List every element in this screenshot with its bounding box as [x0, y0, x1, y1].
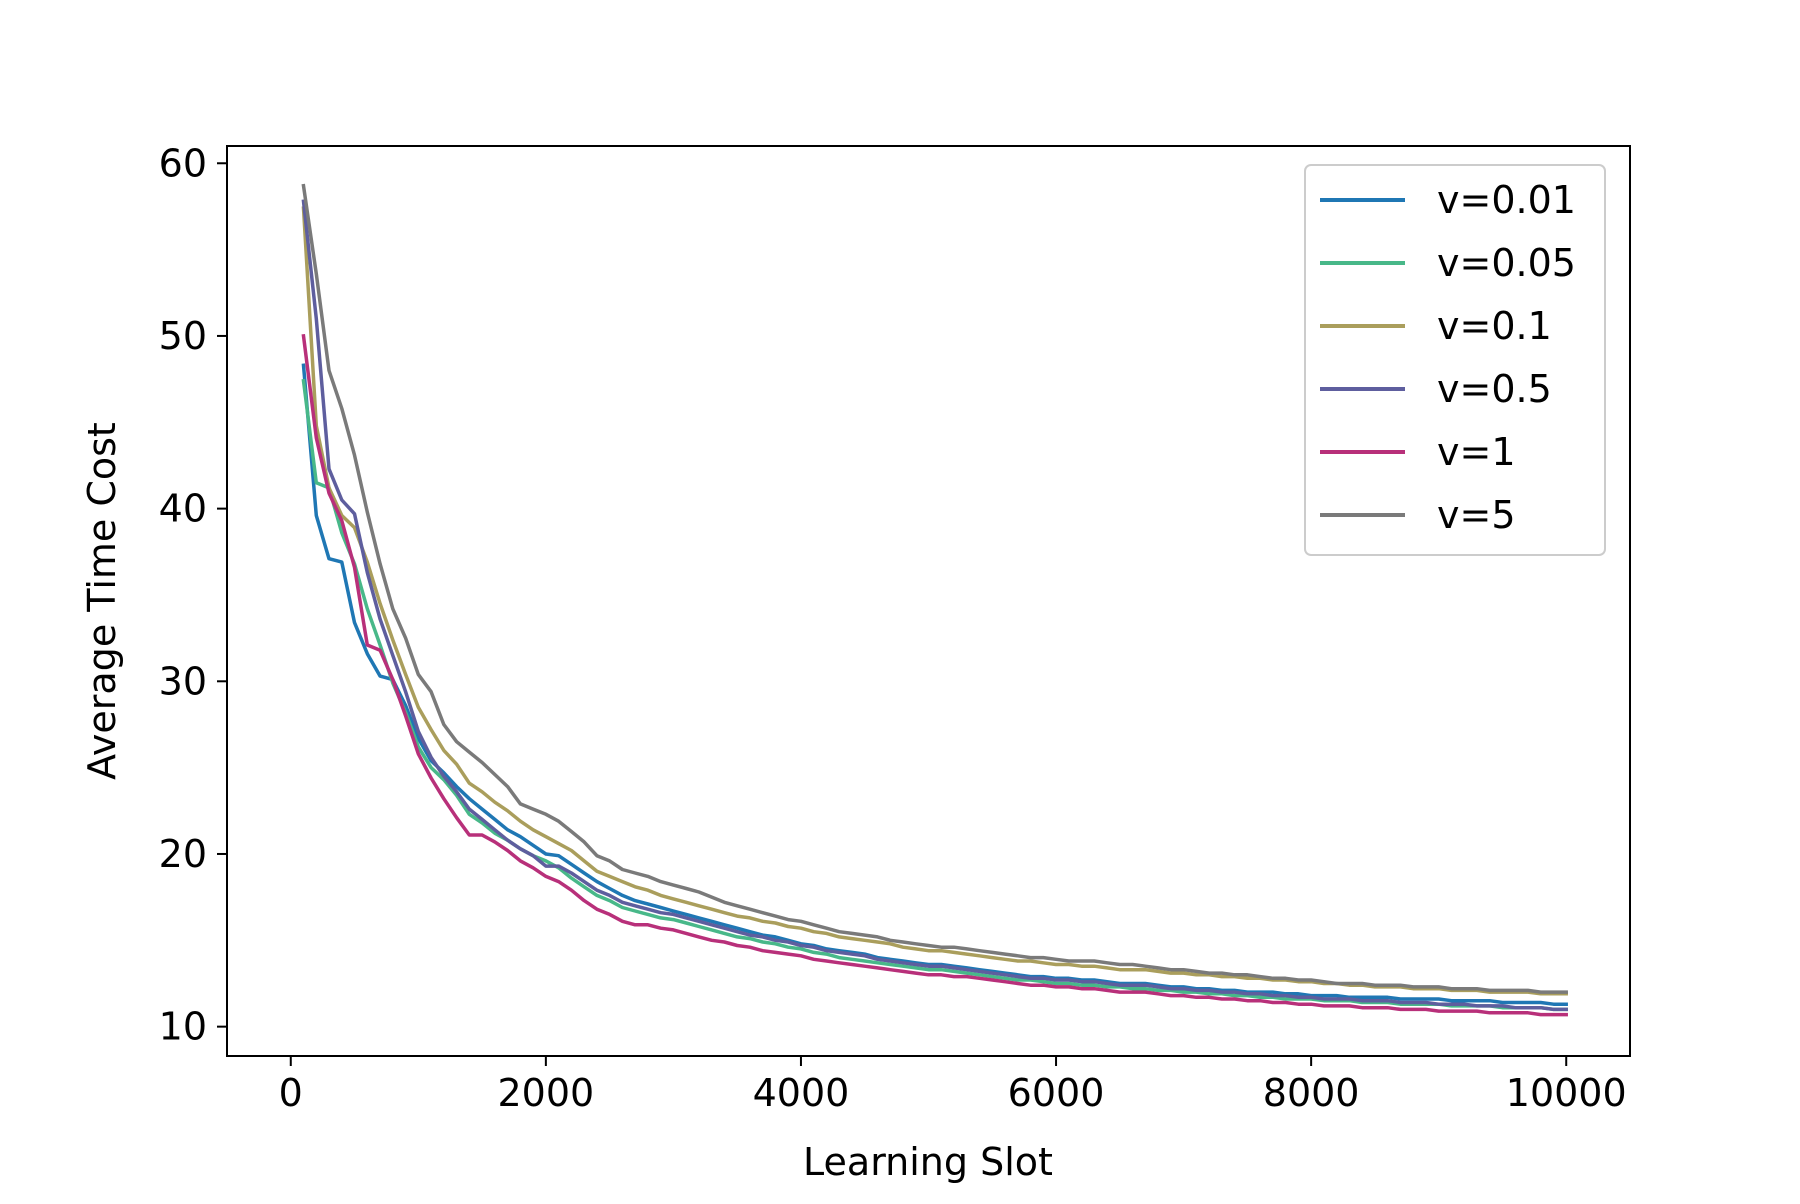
x-tick-label-4: 8000 [1263, 1071, 1360, 1115]
plot-frame [226, 145, 1631, 1057]
legend: v=0.01 v=0.05 v=0.1 v=0.5 v=1 v=5 [1304, 164, 1606, 556]
x-tick-label-3: 6000 [1008, 1071, 1105, 1115]
x-axis-label: Learning Slot [803, 1140, 1053, 1184]
legend-label-1: v=0.05 [1437, 241, 1576, 285]
y-tick-label-4: 50 [159, 314, 207, 358]
x-axis: 0 2000 4000 6000 8000 10000 [279, 1056, 1627, 1115]
legend-entries: v=0.01 v=0.05 v=0.1 v=0.5 v=1 v=5 [1320, 178, 1576, 537]
series-line-5 [301, 183, 1568, 994]
legend-label-2: v=0.1 [1437, 304, 1552, 348]
series-line-4 [301, 333, 1568, 1017]
x-tick-label-1: 2000 [498, 1071, 595, 1115]
legend-label-0: v=0.01 [1437, 178, 1576, 222]
legend-label-3: v=0.5 [1437, 367, 1552, 411]
series-line-3 [301, 199, 1568, 1012]
series-layer [301, 183, 1568, 1017]
y-tick-label-5: 60 [159, 141, 207, 185]
x-tick-label-5: 10000 [1506, 1071, 1627, 1115]
legend-label-5: v=5 [1437, 493, 1516, 537]
legend-label-4: v=1 [1437, 430, 1516, 474]
y-axis-label: Average Time Cost [80, 422, 124, 780]
y-tick-label-2: 30 [159, 659, 207, 703]
y-tick-label-0: 10 [159, 1005, 207, 1049]
y-tick-label-3: 40 [159, 487, 207, 531]
x-tick-label-0: 0 [279, 1071, 303, 1115]
y-tick-label-1: 20 [159, 832, 207, 876]
x-tick-label-2: 4000 [753, 1071, 850, 1115]
y-axis: 10 20 30 40 50 60 [159, 141, 227, 1049]
